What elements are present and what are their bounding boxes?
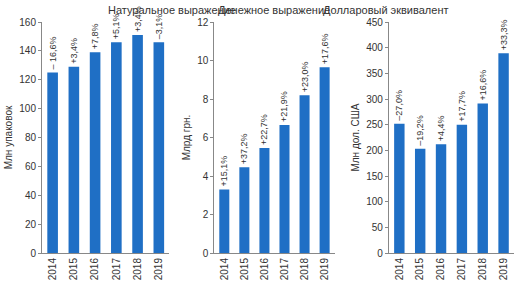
svg-text:40: 40 — [25, 190, 37, 201]
svg-text:–3,1%: –3,1% — [154, 14, 164, 40]
svg-text:Натуральное выражение: Натуральное выражение — [108, 4, 236, 16]
svg-text:0: 0 — [203, 248, 209, 259]
svg-text:Млрд грн.: Млрд грн. — [181, 115, 192, 161]
svg-text:150: 150 — [366, 171, 383, 182]
svg-text:140: 140 — [19, 45, 36, 56]
svg-text:450: 450 — [366, 17, 383, 28]
svg-text:2014: 2014 — [394, 258, 405, 281]
svg-text:12: 12 — [197, 17, 209, 28]
svg-text:+21,9%: +21,9% — [279, 91, 289, 122]
svg-text:+15,1%: +15,1% — [219, 156, 229, 187]
svg-text:100: 100 — [366, 196, 383, 207]
svg-text:0: 0 — [30, 248, 36, 259]
svg-text:100: 100 — [19, 103, 36, 114]
svg-text:–27,0%: –27,0% — [394, 90, 404, 121]
svg-text:400: 400 — [366, 42, 383, 53]
svg-text:250: 250 — [366, 119, 383, 130]
svg-text:–19,2%: –19,2% — [415, 115, 425, 146]
svg-text:+16,6%: +16,6% — [478, 70, 488, 101]
svg-text:2017: 2017 — [279, 258, 290, 281]
svg-text:2019: 2019 — [498, 258, 509, 281]
svg-text:8: 8 — [203, 94, 209, 105]
svg-text:2017: 2017 — [456, 258, 467, 281]
svg-text:2018: 2018 — [299, 258, 310, 281]
svg-text:2017: 2017 — [111, 258, 122, 281]
svg-text:20: 20 — [25, 219, 37, 230]
svg-text:+17,6%: +17,6% — [320, 33, 330, 64]
svg-text:6: 6 — [203, 132, 209, 143]
svg-text:2015: 2015 — [414, 258, 425, 281]
svg-text:2015: 2015 — [239, 258, 250, 281]
svg-text:2019: 2019 — [319, 258, 330, 281]
svg-text:160: 160 — [19, 17, 36, 28]
svg-text:50: 50 — [372, 222, 384, 233]
svg-text:300: 300 — [366, 94, 383, 105]
svg-text:+33,3%: +33,3% — [499, 20, 509, 51]
svg-text:200: 200 — [366, 145, 383, 156]
svg-text:+3,4%: +3,4% — [133, 6, 143, 32]
svg-text:Денежное выражение: Денежное выражение — [218, 4, 330, 16]
svg-text:2016: 2016 — [259, 258, 270, 281]
svg-text:Млн упаковок: Млн упаковок — [3, 105, 14, 169]
svg-text:Долларовый эквивалент: Долларовый эквивалент — [323, 4, 449, 16]
svg-text:350: 350 — [366, 68, 383, 79]
svg-text:+17,7%: +17,7% — [457, 91, 467, 122]
svg-text:10: 10 — [197, 55, 209, 66]
svg-text:120: 120 — [19, 74, 36, 85]
svg-text:– 16,6%: – 16,6% — [48, 36, 58, 69]
svg-text:60: 60 — [25, 161, 37, 172]
svg-text:+37,2%: +37,2% — [239, 134, 249, 165]
svg-text:80: 80 — [25, 132, 37, 143]
svg-text:2016: 2016 — [89, 258, 100, 281]
svg-text:+4,4%: +4,4% — [436, 115, 446, 141]
svg-text:2019: 2019 — [153, 258, 164, 281]
svg-text:2018: 2018 — [132, 258, 143, 281]
svg-text:2014: 2014 — [47, 258, 58, 281]
svg-text:Млн дол. США: Млн дол. США — [350, 103, 361, 171]
svg-text:+7,8%: +7,8% — [90, 24, 100, 50]
svg-text:2016: 2016 — [435, 258, 446, 281]
svg-text:0: 0 — [377, 248, 383, 259]
svg-text:2018: 2018 — [477, 258, 488, 281]
svg-text:2: 2 — [203, 209, 209, 220]
svg-text:4: 4 — [203, 171, 209, 182]
svg-text:+22,7%: +22,7% — [259, 114, 269, 145]
svg-text:+3,4%: +3,4% — [69, 38, 79, 64]
svg-text:2014: 2014 — [219, 258, 230, 281]
svg-text:+23,0%: +23,0% — [300, 61, 310, 92]
svg-text:+5,1%: +5,1% — [111, 13, 121, 39]
svg-text:2015: 2015 — [68, 258, 79, 281]
